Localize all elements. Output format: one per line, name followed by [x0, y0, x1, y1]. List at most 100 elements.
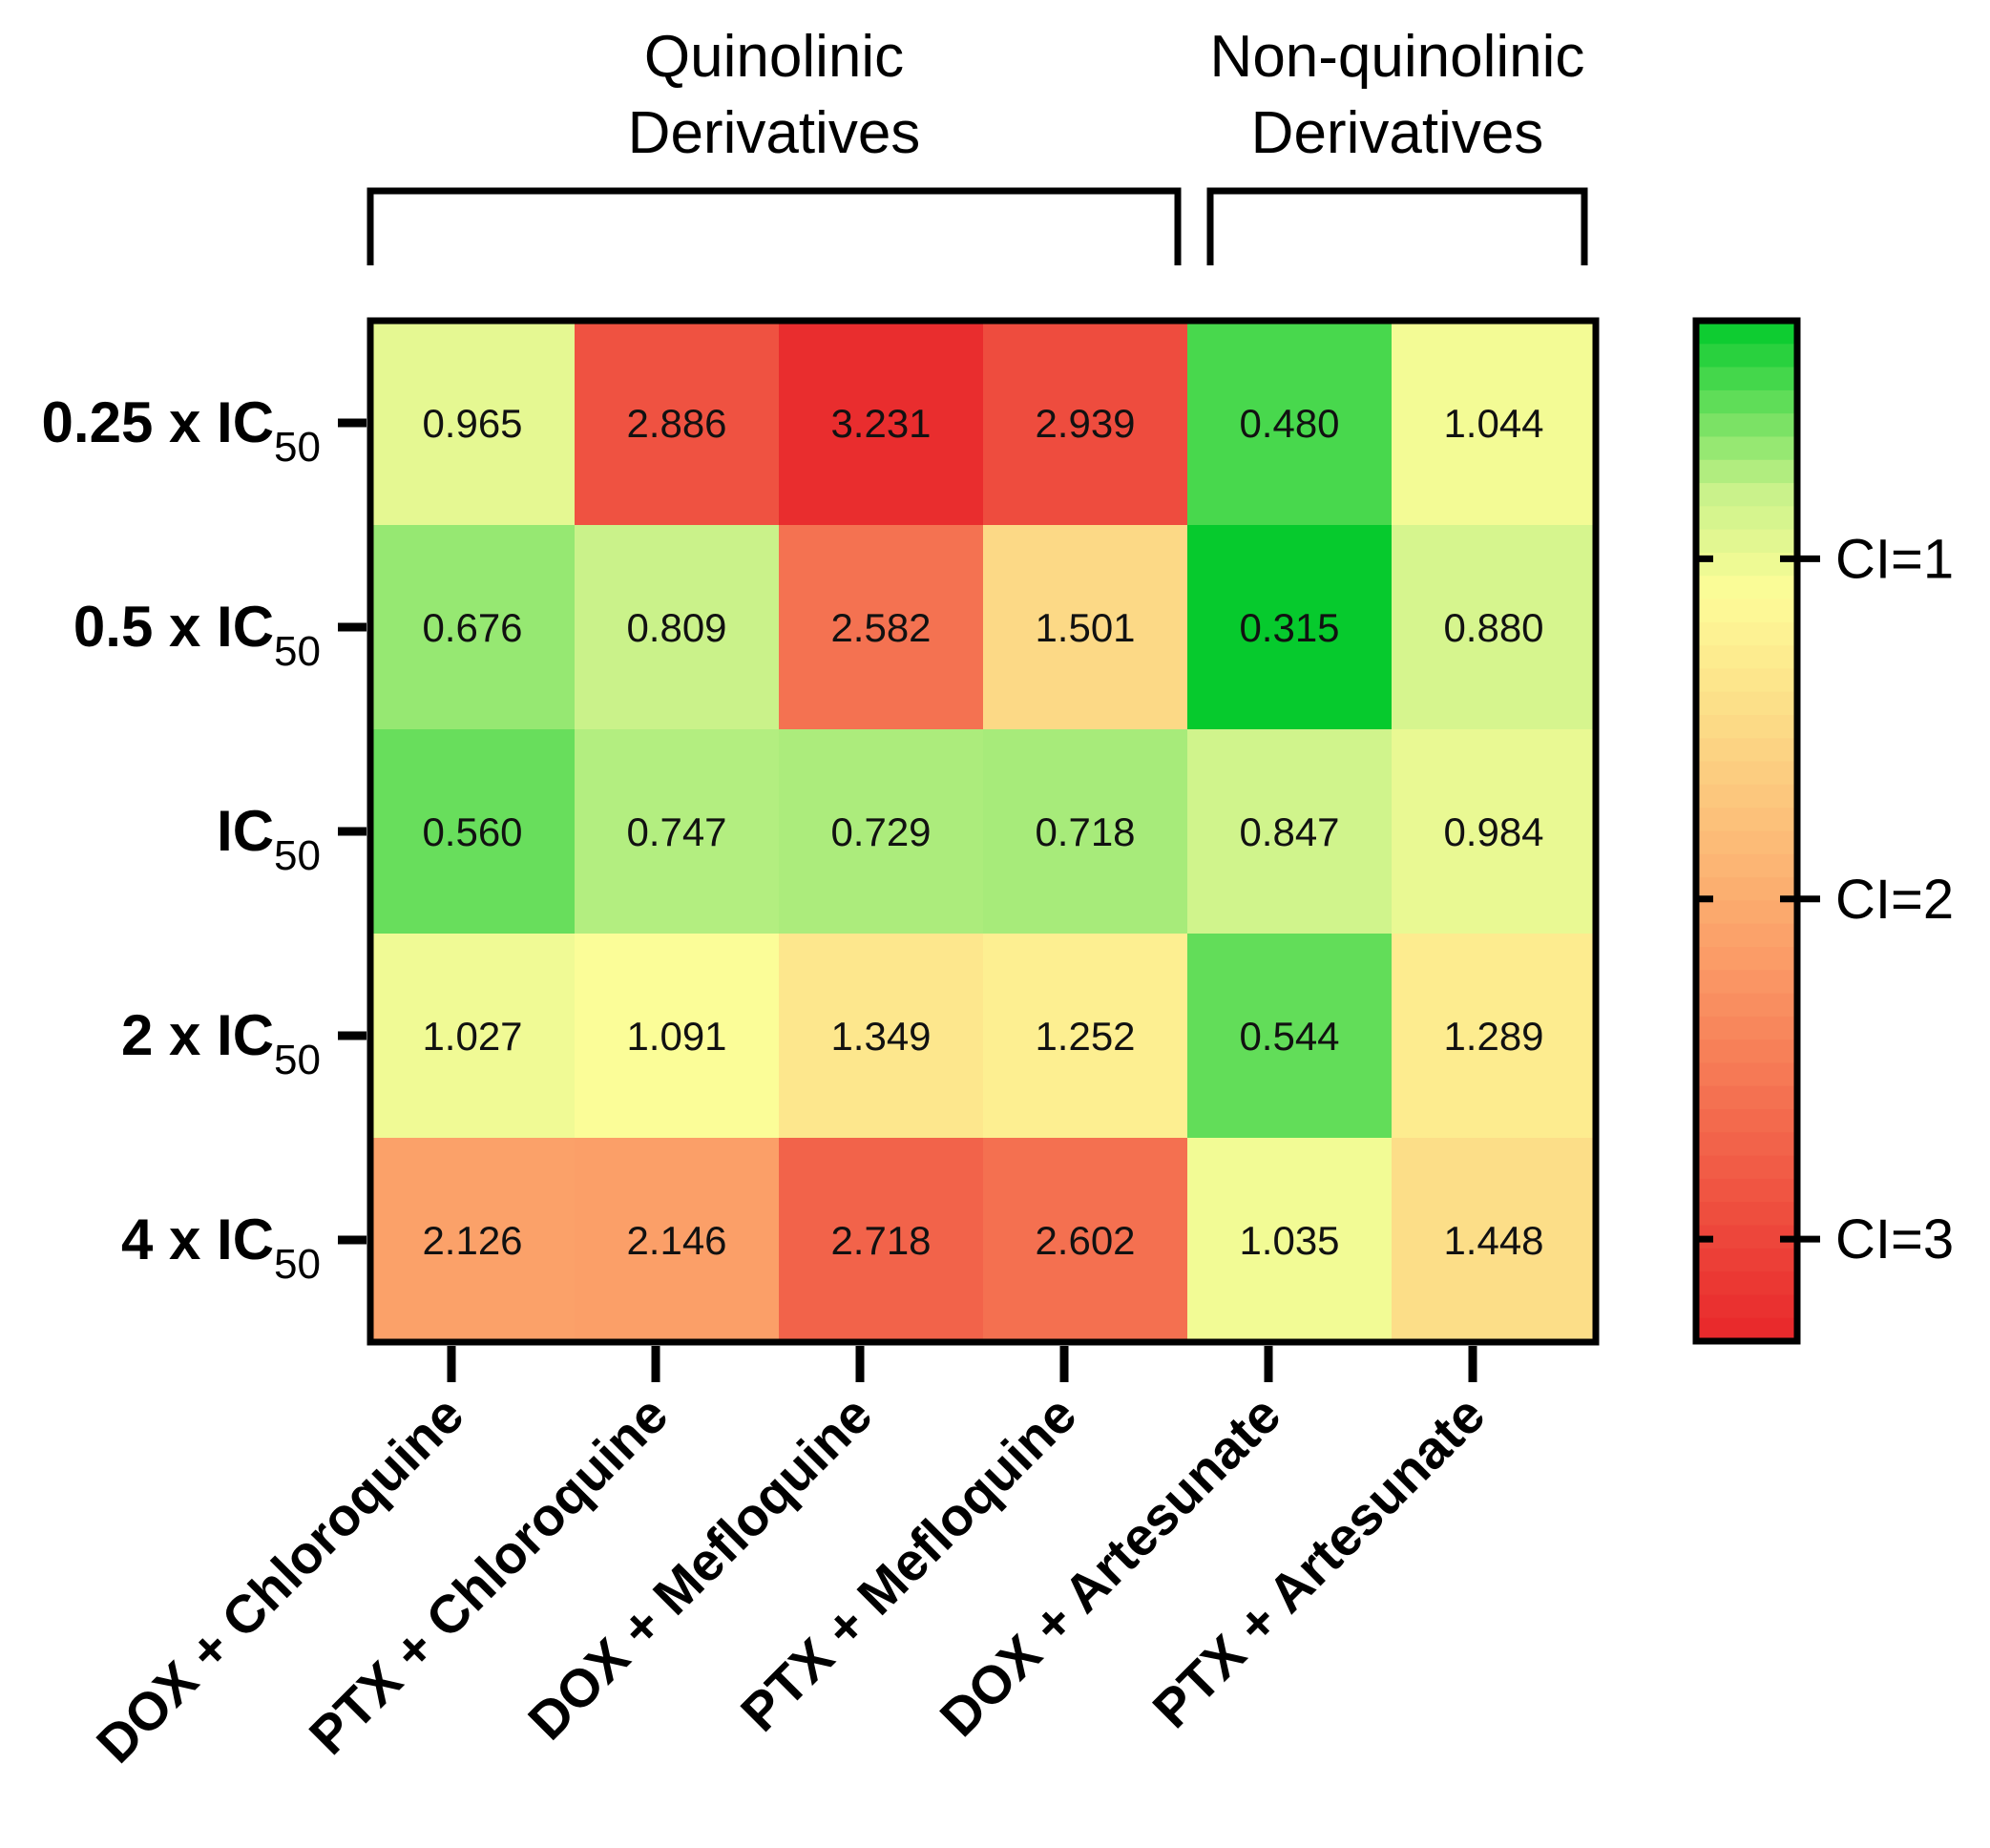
colorbar-segment [1696, 1016, 1797, 1040]
heatmap-value-labels: 0.965 2.886 3.231 2.939 0.480 1.044 0.676 0.809… [422, 401, 1543, 1263]
heatmap-cell [779, 525, 984, 730]
cell-value-label: 1.252 [1035, 1014, 1135, 1059]
group-label: Non-quinolinic [1210, 24, 1585, 90]
colorbar-segment [1696, 1178, 1797, 1203]
heatmap-cell [1187, 525, 1393, 730]
heatmap-cell [1187, 1138, 1393, 1343]
row-label: 2 x IC50 [121, 1003, 321, 1083]
cell-value-label: 0.965 [422, 401, 522, 446]
heatmap-cell [1392, 525, 1597, 730]
cell-value-label: 0.544 [1239, 1014, 1339, 1059]
colorbar-segment [1696, 459, 1797, 484]
heatmap-cell [370, 729, 576, 934]
y-axis: 0.25 x IC50 0.5 x IC50 IC50 2 x IC50 4 x IC5… [42, 390, 367, 1288]
row-label: 0.5 x IC50 [73, 595, 321, 675]
cell-value-label: 0.747 [626, 809, 726, 854]
group-label: Derivatives [628, 100, 921, 166]
heatmap-cell [1392, 934, 1597, 1139]
heatmap-cell [1187, 934, 1393, 1139]
column-label: DOX + Mefloquine [516, 1384, 883, 1751]
colorbar-segment [1696, 830, 1797, 855]
colorbar-segment [1696, 413, 1797, 438]
heatmap-cell [575, 525, 780, 730]
colorbar-segment [1696, 1317, 1797, 1342]
heatmap-cell [983, 525, 1188, 730]
heatmap-cell [575, 1138, 780, 1343]
column-label: PTX + Mefloquine [729, 1384, 1088, 1743]
column-label: PTX + Artesunate [1141, 1384, 1496, 1739]
heatmap-cell [1187, 729, 1393, 934]
cell-value-label: 0.847 [1239, 809, 1339, 854]
colorbar-segment [1696, 344, 1797, 368]
colorbar-segment [1696, 1248, 1797, 1272]
colorbar-segment [1696, 483, 1797, 507]
row-label: IC50 [217, 799, 321, 879]
colorbar-tick-label: CI=2 [1835, 869, 1954, 931]
heatmap-cell [575, 321, 780, 526]
cell-value-label: 2.126 [422, 1218, 522, 1263]
heatmap-cell [779, 934, 984, 1139]
group-bracket [1206, 187, 1588, 265]
cell-value-label: 2.718 [830, 1218, 931, 1263]
colorbar-segment [1696, 970, 1797, 995]
cell-value-label: 1.044 [1443, 401, 1543, 446]
colorbar-segment [1696, 946, 1797, 971]
colorbar-segment [1696, 1085, 1797, 1110]
colorbar-segment [1696, 598, 1797, 623]
cell-value-label: 1.349 [830, 1014, 931, 1059]
colorbar-segment [1696, 1062, 1797, 1087]
colorbar-segment [1696, 691, 1797, 716]
cell-value-label: 2.146 [626, 1218, 726, 1263]
cell-value-label: 0.315 [1239, 605, 1339, 650]
heatmap-cell [370, 321, 576, 526]
heatmap-cell [779, 1138, 984, 1343]
colorbar-segment [1696, 808, 1797, 832]
cell-value-label: 2.939 [1035, 401, 1135, 446]
heatmap-cell [575, 934, 780, 1139]
heatmap-frame [367, 317, 1600, 1346]
group-bracket [367, 187, 1182, 265]
heatmap-cell [983, 321, 1188, 526]
heatmap-cell [983, 729, 1188, 934]
heatmap-cell [370, 1138, 576, 1343]
colorbar-segment [1696, 993, 1797, 1018]
heatmap-cell [779, 321, 984, 526]
colorbar-segment [1696, 923, 1797, 948]
heatmap-cell [1392, 321, 1597, 526]
cell-value-label: 0.480 [1239, 401, 1339, 446]
cell-value-label: 2.886 [626, 401, 726, 446]
colorbar-segment [1696, 1040, 1797, 1064]
colorbar-segment [1696, 576, 1797, 600]
colorbar-segment [1696, 506, 1797, 531]
colorbar-segment [1696, 1155, 1797, 1180]
cell-value-label: 0.560 [422, 809, 522, 854]
cell-value-label: 0.984 [1443, 809, 1543, 854]
heatmap-cell [370, 525, 576, 730]
colorbar-segment [1696, 1132, 1797, 1157]
colorbar-segment [1696, 668, 1797, 693]
cell-value-label: 2.602 [1035, 1218, 1135, 1263]
colorbar-segment [1696, 1271, 1797, 1296]
cell-value-label: 1.035 [1239, 1218, 1339, 1263]
heatmap-cell [983, 1138, 1188, 1343]
colorbar-segment [1696, 389, 1797, 414]
colorbar-segment [1696, 529, 1797, 554]
colorbar-segment [1696, 900, 1797, 925]
cell-value-label: 0.809 [626, 605, 726, 650]
colorbar-frame [1692, 317, 1801, 1345]
heatmap-cell [1392, 729, 1597, 934]
heatmap-cell [575, 729, 780, 934]
group-labels: Quinolinic Derivatives Non-quinolinic Deriv… [628, 24, 1585, 166]
cell-value-label: 1.091 [626, 1014, 726, 1059]
group-brackets [367, 187, 1588, 265]
colorbar-segment [1696, 1202, 1797, 1227]
cell-value-label: 1.501 [1035, 605, 1135, 650]
colorbar-tick-label: CI=3 [1835, 1208, 1954, 1270]
colorbar-segment [1696, 321, 1797, 345]
heatmap-cell [1392, 1138, 1597, 1343]
colorbar-segment [1696, 738, 1797, 763]
cell-value-label: 2.582 [830, 605, 931, 650]
colorbar-tick-label: CI=1 [1835, 528, 1954, 590]
cell-value-label: 1.027 [422, 1014, 522, 1059]
